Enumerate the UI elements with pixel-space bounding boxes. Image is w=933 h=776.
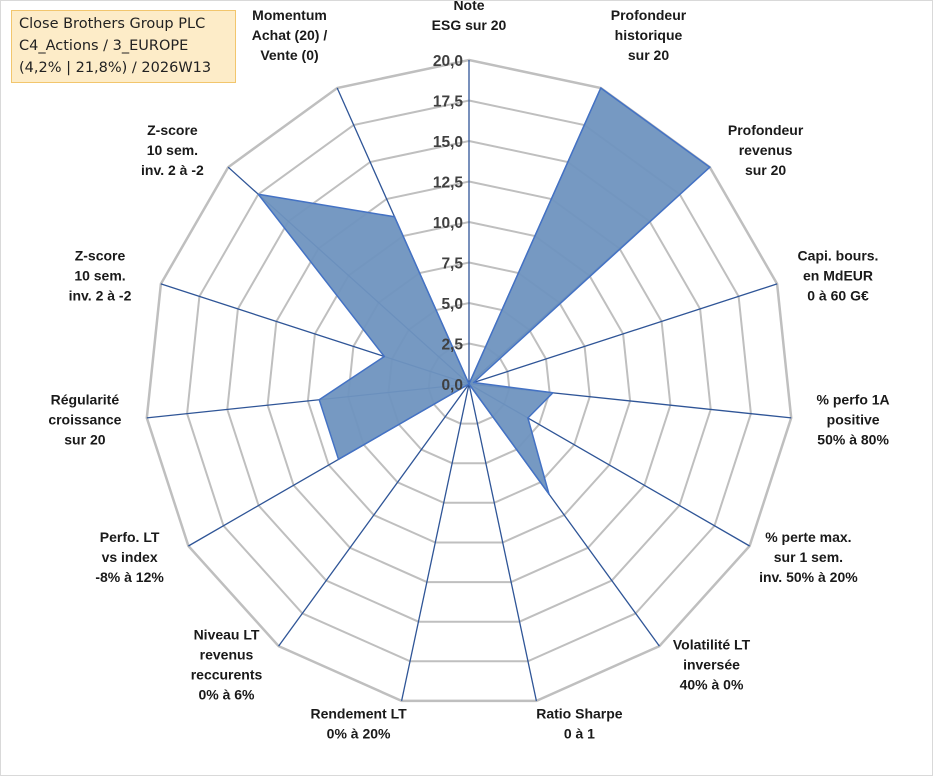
- tick-label: 5,0: [441, 296, 463, 313]
- tick-label: 12,5: [433, 175, 464, 192]
- axis-label-line: croissance: [48, 411, 121, 427]
- axis-label-line: Perfo. LT: [100, 529, 160, 545]
- axis-label: Profondeur revenus sur 20: [728, 122, 804, 178]
- axis-label-line: sur 20: [64, 431, 105, 447]
- axis-label-line: historique: [615, 27, 683, 43]
- tick-label: 0,0: [441, 377, 463, 394]
- info-box: Close Brothers Group PLC C4_Actions / 3_…: [11, 10, 236, 83]
- axis-label: Z-score 10 sem. inv. 2 à -2: [69, 248, 132, 304]
- axis-label-line: inversée: [683, 657, 740, 673]
- data-point: [709, 166, 711, 168]
- axis-label-line: inv. 50% à 20%: [759, 569, 858, 585]
- axis-label-line: 40% à 0%: [680, 677, 744, 693]
- axis-labels: Note ESG sur 20 Profondeur historique sur 20…: [48, 1, 889, 741]
- data-point: [472, 381, 475, 384]
- data-point: [318, 398, 321, 401]
- axis-label-line: Profondeur: [728, 122, 804, 138]
- axis-label-line: Note: [453, 1, 484, 13]
- axis-label-line: reccurents: [191, 667, 263, 683]
- axis-label-line: Profondeur: [611, 7, 687, 23]
- tick-label: 20,0: [433, 53, 463, 70]
- axis-label-line: Rendement LT: [310, 705, 407, 721]
- axis-label: Ratio Sharpe 0 à 1: [536, 705, 623, 741]
- axis-label-line: 0 à 1: [564, 725, 595, 741]
- axis-label-line: % perfo 1A: [817, 391, 890, 407]
- axis-label-line: sur 20: [628, 47, 669, 63]
- axis-label-line: 0 à 60 G€: [807, 288, 869, 304]
- data-point: [527, 417, 529, 419]
- grid-ring: [266, 180, 672, 584]
- stats-line: (4,2% | 21,8%) / 2026W13: [19, 60, 212, 76]
- axis-label-line: 0% à 20%: [327, 725, 391, 741]
- axis-label-line: % perte max.: [765, 529, 851, 545]
- axis-label: Capi. bours. en MdEUR 0 à 60 G€: [798, 248, 879, 304]
- axis-label-line: inv. 2 à -2: [69, 288, 132, 304]
- data-series: [257, 87, 711, 495]
- grid-ring: [186, 99, 752, 663]
- axis-label-line: ESG sur 20: [432, 17, 507, 33]
- axis-label: Z-score 10 sem. inv. 2 à -2: [141, 122, 204, 178]
- data-point: [337, 458, 340, 461]
- grid: [145, 58, 793, 703]
- data-point: [468, 383, 470, 385]
- axis-label-line: Capi. bours.: [798, 248, 879, 264]
- data-point: [552, 392, 554, 394]
- axis-label-line: 10 sem.: [74, 268, 125, 284]
- axis-label: Momentum Achat (20) / Vente (0): [252, 7, 328, 63]
- grid-ring: [145, 58, 793, 703]
- data-point: [600, 87, 602, 89]
- axis-label-line: Achat (20) /: [252, 27, 328, 43]
- axis-label: Perfo. LT vs index -8% à 12%: [95, 529, 164, 585]
- axis-label-line: Vente (0): [260, 47, 318, 63]
- axis-label-line: Niveau LT: [194, 627, 260, 643]
- grid-ring: [306, 220, 632, 544]
- axis-label-line: 10 sem.: [147, 142, 198, 158]
- axis-label-line: Z-score: [147, 122, 198, 138]
- axis-spoke: [468, 283, 778, 385]
- axis-label-line: Ratio Sharpe: [536, 705, 623, 721]
- tick-label: 15,0: [433, 134, 463, 151]
- axis-label-line: positive: [827, 411, 880, 427]
- axis-label: % perte max. sur 1 sem. inv. 50% à 20%: [759, 529, 858, 585]
- axis-label-line: sur 1 sem.: [774, 549, 843, 565]
- data-point: [393, 216, 396, 218]
- data-point: [257, 193, 260, 196]
- axis-label-line: Z-score: [75, 248, 126, 264]
- axis-label-line: -8% à 12%: [95, 569, 164, 585]
- axis-label-line: Régularité: [51, 391, 120, 407]
- axis-label-line: inv. 2 à -2: [141, 162, 204, 178]
- axis-label-line: Volatilité LT: [673, 637, 751, 653]
- axis-spoke: [468, 383, 538, 702]
- axis-label: Régularité croissance sur 20: [48, 391, 121, 447]
- tick-label: 7,5: [441, 256, 463, 273]
- series-area: [257, 87, 711, 495]
- axis-label: Niveau LT revenus reccurents 0% à 6%: [191, 627, 263, 703]
- axis-label: Rendement LT 0% à 20%: [310, 705, 407, 741]
- company-name: Close Brothers Group PLC: [19, 16, 206, 32]
- data-point: [383, 355, 386, 358]
- axis-label-line: sur 20: [745, 162, 786, 178]
- axis-label-line: revenus: [739, 142, 793, 158]
- tick-label: 10,0: [433, 215, 463, 232]
- axis-label-line: revenus: [200, 647, 254, 663]
- axis-spoke: [278, 383, 470, 647]
- axis-label: Note ESG sur 20: [432, 1, 507, 33]
- axis-label-line: vs index: [102, 549, 158, 565]
- grid-ring: [226, 139, 712, 623]
- axis-label: % perfo 1A positive 50% à 80%: [817, 391, 890, 447]
- tick-label: 2,5: [441, 337, 463, 354]
- axis-label-line: 0% à 6%: [198, 687, 255, 703]
- category-line: C4_Actions / 3_EUROPE: [19, 38, 189, 54]
- tick-label: 17,5: [433, 94, 464, 111]
- data-point: [548, 493, 550, 495]
- axis-spoke: [400, 383, 470, 702]
- axis-label-line: en MdEUR: [803, 268, 873, 284]
- axis-label-line: 50% à 80%: [817, 431, 889, 447]
- axis-label: Profondeur historique sur 20: [611, 7, 687, 63]
- tick-labels: 0,0 2,5 5,0 7,5 10,0 12,5 15,0 17,5 20,0: [433, 53, 464, 394]
- axis-label-line: Momentum: [252, 7, 327, 23]
- axis-label: Volatilité LT inversée 40% à 0%: [673, 637, 751, 693]
